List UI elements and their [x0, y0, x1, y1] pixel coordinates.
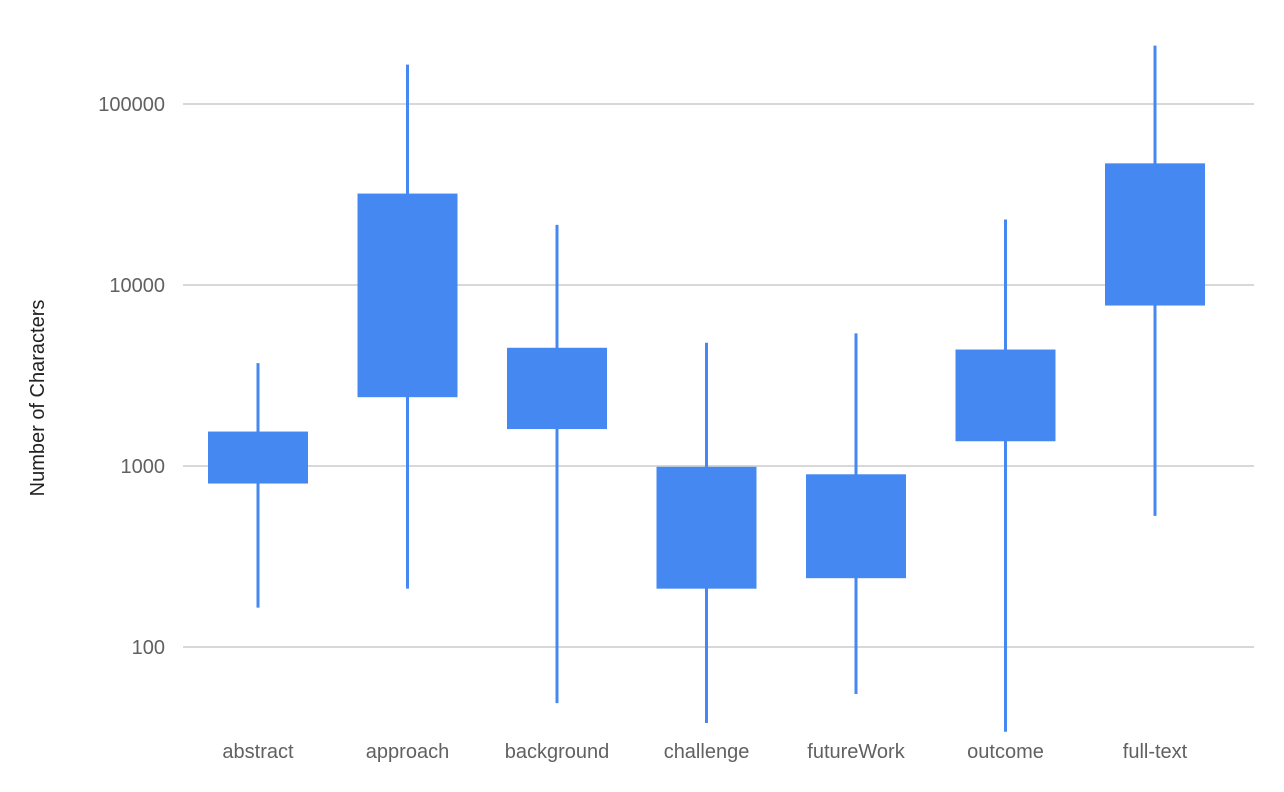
candle-approach	[357, 64, 458, 589]
x-tick-label: abstract	[222, 741, 294, 763]
plot-area	[208, 45, 1205, 732]
candle-full-text	[1105, 45, 1205, 516]
y-tick-labels: 100 1000 10000 100000	[98, 94, 165, 659]
box	[955, 349, 1056, 442]
box	[806, 474, 906, 579]
candle-challenge	[656, 342, 757, 724]
x-tick-labels: abstract approach background challenge futur…	[222, 741, 1187, 763]
candle-background	[507, 224, 607, 704]
candle-futureWork	[806, 333, 906, 694]
y-axis-title: Number of Characters	[27, 300, 49, 497]
y-tick-label: 100	[132, 637, 165, 659]
x-tick-label: full-text	[1123, 741, 1188, 763]
candle-abstract	[208, 363, 308, 608]
box	[507, 347, 607, 430]
x-tick-label: approach	[366, 741, 449, 763]
box	[357, 193, 458, 398]
box	[1105, 163, 1205, 306]
y-tick-label: 10000	[109, 275, 165, 297]
x-tick-label: challenge	[664, 741, 750, 763]
x-tick-label: outcome	[967, 741, 1044, 763]
box	[656, 466, 757, 589]
candle-outcome	[955, 219, 1056, 732]
y-tick-label: 100000	[98, 94, 165, 116]
y-tick-label: 1000	[121, 456, 166, 478]
x-tick-label: background	[505, 741, 610, 763]
x-tick-label: futureWork	[807, 741, 905, 763]
box	[208, 431, 308, 484]
